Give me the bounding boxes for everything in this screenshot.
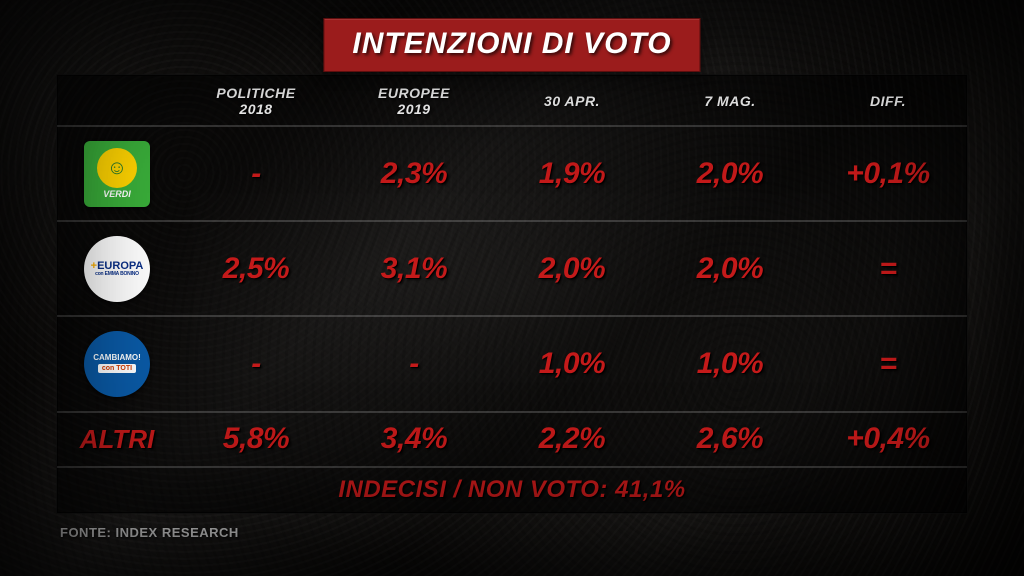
cell-value: +0,1% bbox=[846, 157, 929, 190]
header-col-4: DIFF. bbox=[809, 75, 967, 126]
cell-value: 3,1% bbox=[381, 252, 447, 285]
cell-value: +0,4% bbox=[846, 422, 929, 455]
party-cell-cambiamo: CAMBIAMO! con TOTI bbox=[57, 316, 177, 411]
cell-value: 2,5% bbox=[223, 252, 289, 285]
cambiamo-logo-icon: CAMBIAMO! con TOTI bbox=[84, 331, 150, 397]
verdi-logo-icon: ☺ VERDI bbox=[84, 141, 150, 207]
cell-value: 1,0% bbox=[697, 347, 763, 380]
table-row: +EUROPA con EMMA BONINO 2,5% 3,1% 2,0% 2… bbox=[57, 221, 967, 316]
title-text: INTENZIONI DI VOTO bbox=[352, 27, 671, 60]
poll-table: POLITICHE2018 EUROPEE2019 30 APR. 7 MAG.… bbox=[57, 75, 967, 513]
cell-value: 5,8% bbox=[223, 422, 289, 455]
header-col-0: POLITICHE2018 bbox=[177, 75, 335, 126]
cell-value: 3,4% bbox=[381, 422, 447, 455]
altri-label: ALTRI bbox=[80, 424, 155, 454]
cell-value: = bbox=[879, 252, 896, 285]
footer-text: INDECISI / NON VOTO: 41,1% bbox=[338, 476, 685, 503]
poll-graphic: INTENZIONI DI VOTO POLITICHE2018 EUROPEE… bbox=[0, 0, 1024, 576]
table-row: ALTRI 5,8% 3,4% 2,2% 2,6% +0,4% bbox=[57, 412, 967, 467]
cell-value: 2,3% bbox=[381, 157, 447, 190]
data-panel: POLITICHE2018 EUROPEE2019 30 APR. 7 MAG.… bbox=[56, 74, 968, 514]
cell-value: - bbox=[409, 347, 419, 380]
header-empty bbox=[57, 75, 177, 126]
party-cell-altri: ALTRI bbox=[57, 412, 177, 467]
header-col-3: 7 MAG. bbox=[651, 75, 809, 126]
cell-value: 2,0% bbox=[697, 252, 763, 285]
cell-value: 2,0% bbox=[539, 252, 605, 285]
cell-value: 2,0% bbox=[697, 157, 763, 190]
cell-value: 1,0% bbox=[539, 347, 605, 380]
title-banner: INTENZIONI DI VOTO bbox=[323, 18, 700, 72]
footer-row: INDECISI / NON VOTO: 41,1% bbox=[57, 467, 967, 513]
table-row: CAMBIAMO! con TOTI - - 1,0% 1,0% = bbox=[57, 316, 967, 411]
table-header: POLITICHE2018 EUROPEE2019 30 APR. 7 MAG.… bbox=[57, 75, 967, 126]
piu-europa-logo-icon: +EUROPA con EMMA BONINO bbox=[84, 236, 150, 302]
cell-value: - bbox=[251, 347, 261, 380]
party-cell-piu-europa: +EUROPA con EMMA BONINO bbox=[57, 221, 177, 316]
cell-value: 2,2% bbox=[539, 422, 605, 455]
cell-value: 1,9% bbox=[539, 157, 605, 190]
header-col-2: 30 APR. bbox=[493, 75, 651, 126]
table-row: ☺ VERDI - 2,3% 1,9% 2,0% +0,1% bbox=[57, 126, 967, 221]
party-cell-verdi: ☺ VERDI bbox=[57, 126, 177, 221]
cell-value: = bbox=[879, 347, 896, 380]
cell-value: - bbox=[251, 157, 261, 190]
source-text: FONTE: INDEX RESEARCH bbox=[60, 525, 239, 540]
cell-value: 2,6% bbox=[697, 422, 763, 455]
header-col-1: EUROPEE2019 bbox=[335, 75, 493, 126]
